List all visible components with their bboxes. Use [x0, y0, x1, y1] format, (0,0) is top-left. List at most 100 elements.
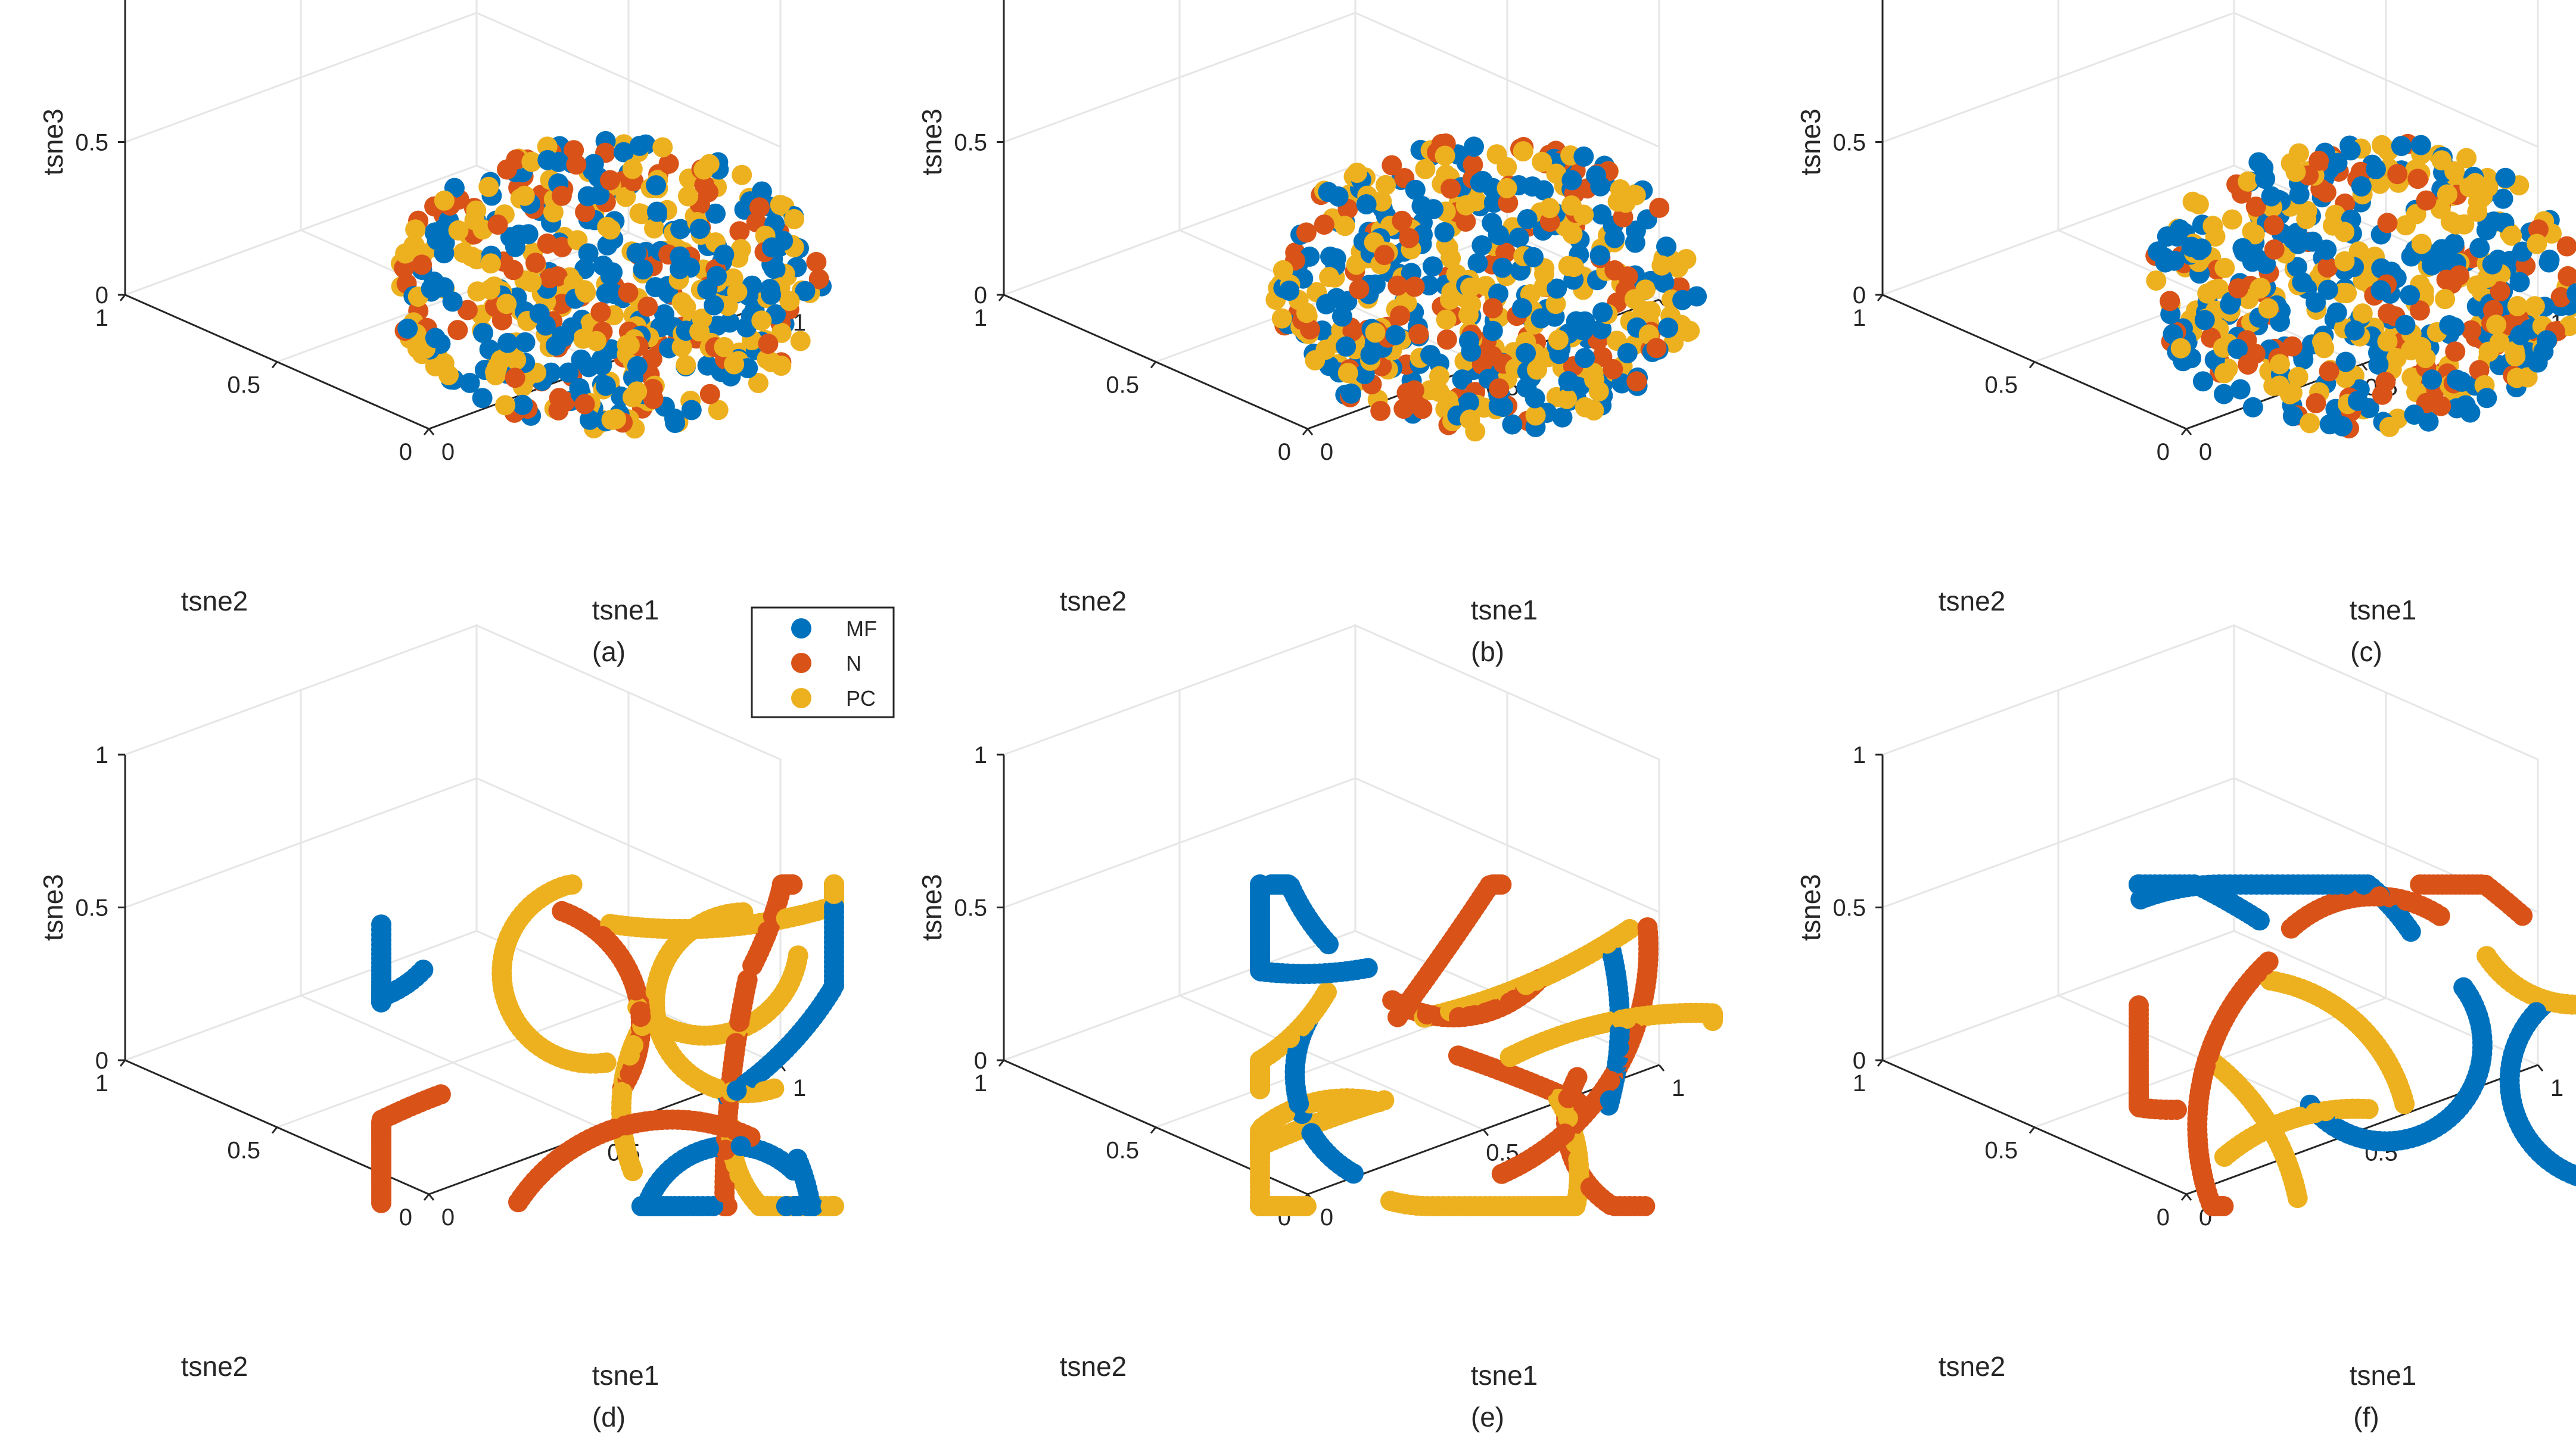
- point-pc: [1288, 1196, 1309, 1216]
- z-tick-label: 0: [974, 282, 987, 309]
- point-mf: [794, 1169, 815, 1189]
- point-pc: [1615, 192, 1636, 213]
- point-n: [642, 378, 663, 399]
- point-pc: [1562, 223, 1583, 244]
- point-pc: [464, 210, 485, 231]
- point-n: [412, 254, 433, 275]
- legend-label-pc: PC: [846, 686, 876, 711]
- point-mf: [2267, 874, 2288, 895]
- point-pc: [2524, 296, 2545, 317]
- point-mf: [2214, 384, 2234, 404]
- point-n: [1374, 245, 1395, 266]
- point-pc: [2435, 289, 2456, 310]
- z-tick-label: 1: [1853, 742, 1866, 768]
- point-mf: [571, 349, 592, 370]
- point-mf: [824, 961, 844, 982]
- point-mf: [646, 201, 667, 222]
- point-n: [2558, 266, 2576, 286]
- point-mf: [1502, 414, 1523, 435]
- point-pc: [1561, 1196, 1582, 1216]
- point-n: [2432, 874, 2453, 895]
- point-pc: [448, 220, 469, 241]
- point-n: [2264, 239, 2285, 260]
- point-n: [371, 1189, 391, 1210]
- point-mf: [2317, 279, 2338, 300]
- point-mf: [434, 243, 455, 264]
- point-mf: [2270, 312, 2290, 332]
- point-pc: [2270, 972, 2291, 993]
- point-mf: [1592, 302, 1613, 323]
- y-tick-label: 0: [399, 439, 412, 465]
- point-mf: [629, 135, 650, 156]
- point-pc: [1371, 191, 1392, 212]
- z-tick-label: 0: [1853, 282, 1866, 309]
- point-pc: [1513, 141, 1533, 161]
- point-pc: [1305, 350, 1326, 370]
- point-pc: [1334, 216, 1355, 236]
- point-n: [1626, 371, 1647, 392]
- point-pc: [2286, 977, 2307, 998]
- point-n: [2449, 265, 2469, 286]
- point-mf: [2282, 406, 2303, 426]
- point-mf: [697, 279, 718, 300]
- point-mf: [1656, 236, 1676, 257]
- point-mf: [1434, 222, 1455, 242]
- point-mf: [1301, 1123, 1322, 1144]
- y-tick-label: 0.5: [227, 1138, 260, 1164]
- point-pc: [712, 917, 733, 938]
- z-axis-label: tsne3: [1795, 874, 1826, 941]
- point-pc: [461, 246, 482, 267]
- point-pc: [1568, 1149, 1589, 1170]
- point-mf: [1483, 192, 1504, 213]
- point-mf: [2539, 250, 2560, 270]
- point-mf: [670, 259, 690, 279]
- point-pc: [1250, 1196, 1270, 1216]
- point-pc: [2335, 368, 2356, 388]
- point-mf: [2242, 397, 2263, 418]
- point-pc: [2377, 331, 2398, 352]
- point-mf: [459, 372, 480, 393]
- point-mf: [795, 281, 816, 301]
- point-mf: [819, 984, 839, 1005]
- point-mf: [2342, 1125, 2363, 1146]
- point-mf: [497, 332, 518, 353]
- point-mf: [1589, 245, 1610, 266]
- point-pc: [619, 335, 640, 356]
- point-mf: [2347, 391, 2368, 411]
- point-mf: [1617, 342, 1638, 363]
- point-mf: [596, 283, 617, 304]
- point-pc: [575, 282, 596, 303]
- point-mf: [2495, 167, 2516, 188]
- point-pc: [788, 945, 808, 966]
- point-pc: [1337, 363, 1358, 384]
- point-mf: [592, 355, 612, 376]
- y-axis-label: tsne2: [1060, 1351, 1127, 1382]
- point-pc: [730, 239, 751, 260]
- point-mf: [1357, 958, 1378, 979]
- point-pc: [1486, 144, 1507, 165]
- point-mf: [1250, 874, 1270, 895]
- point-mf: [371, 935, 391, 955]
- point-pc: [1433, 1196, 1454, 1216]
- point-mf: [2502, 1049, 2522, 1070]
- point-mf: [1360, 344, 1381, 365]
- point-n: [1370, 400, 1391, 421]
- point-mf: [2255, 169, 2276, 189]
- point-pc: [2342, 1098, 2363, 1119]
- point-n: [715, 1139, 736, 1160]
- point-pc: [674, 926, 695, 946]
- point-mf: [1250, 891, 1270, 912]
- point-pc: [2146, 270, 2167, 291]
- point-mf: [2288, 874, 2309, 895]
- point-n: [2187, 1114, 2208, 1135]
- point-pc: [2506, 368, 2527, 388]
- point-n: [2431, 395, 2451, 416]
- point-mf: [589, 185, 610, 205]
- point-pc: [1280, 1027, 1301, 1048]
- point-pc: [652, 1029, 673, 1050]
- point-mf: [1385, 325, 1406, 345]
- point-pc: [506, 350, 527, 370]
- point-pc: [1548, 329, 1569, 350]
- point-pc: [2289, 1106, 2310, 1127]
